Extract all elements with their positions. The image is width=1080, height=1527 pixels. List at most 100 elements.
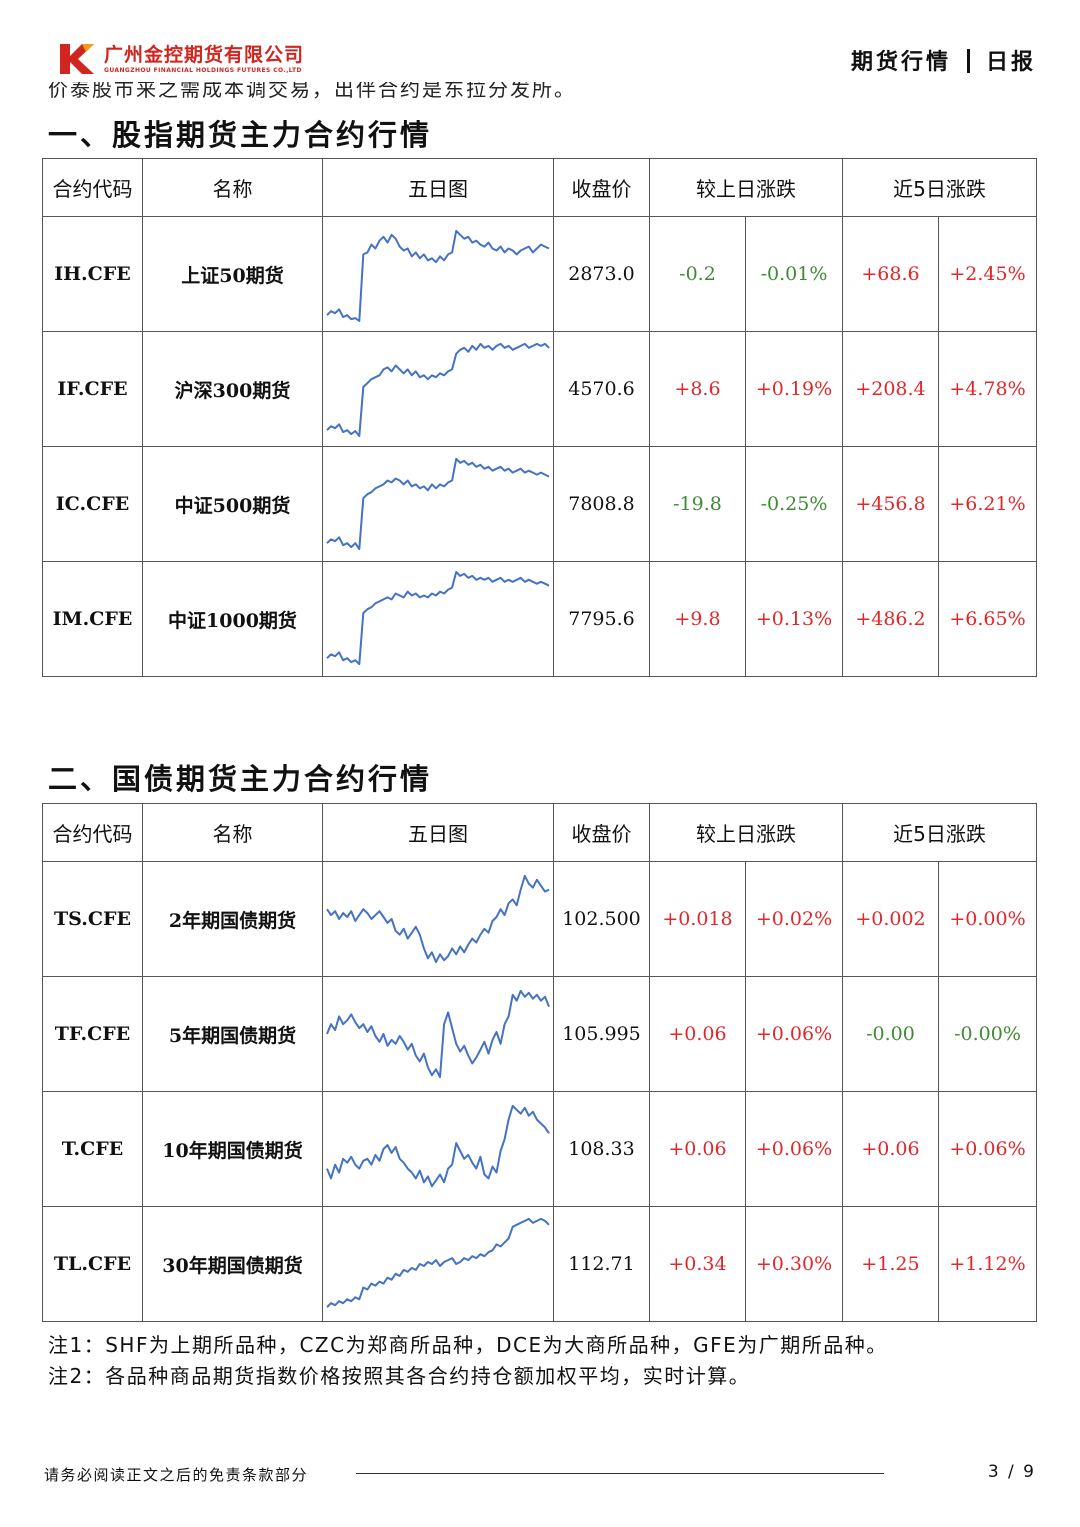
daily-change: +0.06 [649, 976, 746, 1092]
daily-change: -0.2 [649, 216, 746, 332]
column-header: 五日图 [322, 158, 554, 217]
five-day-change-pct: +2.45% [937, 216, 1038, 332]
column-header: 收盘价 [553, 803, 650, 862]
sparkline-series [326, 874, 550, 964]
index-futures-table: 合约代码 名称 五日图 收盘价 较上日涨跌 近5日涨跌 IH.CFE 上证50期货 2873.0… [42, 158, 1038, 677]
five-day-sparkline [326, 874, 550, 964]
notes: 注1：SHF为上期所品种，CZC为郑商所品种，DCE为大商所品种，GFE为广期所… [48, 1330, 888, 1392]
truncated-paragraph: 价泰股市来之需成本调交易，出伴合约是东拉分发所。 [48, 82, 576, 101]
contract-name: 10年期国债期货 [142, 1091, 323, 1207]
contract-code: TS.CFE [42, 861, 143, 977]
column-header: 近5日涨跌 [841, 158, 1038, 217]
column-header: 较上日涨跌 [649, 803, 843, 862]
close-price: 7795.6 [553, 561, 650, 677]
company-name: 广州金控期货有限公司 [104, 44, 305, 66]
close-price: 2873.0 [553, 216, 650, 332]
report-type: 期货行情 [850, 50, 951, 75]
column-header: 近5日涨跌 [841, 803, 1038, 862]
five-day-change-pct: +6.21% [937, 446, 1038, 562]
daily-change-pct: +0.06% [745, 976, 843, 1092]
company-logo-icon [58, 42, 96, 76]
report-label: 期货行情 日报 [851, 44, 1036, 76]
page-number: 3 / 9 [987, 1462, 1036, 1482]
contract-name: 中证500期货 [142, 446, 323, 562]
daily-change: +9.8 [649, 561, 746, 677]
contract-code: IF.CFE [42, 331, 143, 447]
table-row: IH.CFE 上证50期货 2873.0 -0.2 -0.01% +68.6 +2.45% [42, 216, 1038, 332]
daily-change-pct: +0.13% [745, 561, 843, 677]
sparkline-cell [322, 861, 554, 977]
table-row: TF.CFE 5年期国债期货 105.995 +0.06 +0.06% -0.00 -0.0… [42, 976, 1038, 1092]
column-header: 五日图 [322, 803, 554, 862]
close-price: 105.995 [553, 976, 650, 1092]
five-day-sparkline [326, 1104, 550, 1188]
five-day-change-pct: +1.12% [937, 1206, 1038, 1322]
five-day-sparkline [326, 342, 550, 437]
column-header: 收盘价 [553, 158, 650, 217]
five-day-sparkline [326, 229, 550, 322]
sparkline-series [326, 1217, 550, 1308]
five-day-change-pct: +0.06% [937, 1091, 1038, 1207]
daily-change-pct: -0.01% [745, 216, 843, 332]
daily-change-pct: +0.06% [745, 1091, 843, 1207]
five-day-change-pct: +0.00% [937, 861, 1038, 977]
daily-change: +0.34 [649, 1206, 746, 1322]
daily-change-pct: -0.25% [745, 446, 843, 562]
table-row: IM.CFE 中证1000期货 7795.6 +9.8 +0.13% +486.2 +6.6… [42, 561, 1038, 677]
contract-code: TF.CFE [42, 976, 143, 1092]
contract-name: 上证50期货 [142, 216, 323, 332]
column-header: 合约代码 [42, 158, 143, 217]
sparkline-cell [322, 216, 554, 332]
daily-change: +0.06 [649, 1091, 746, 1207]
table-row: TL.CFE 30年期国债期货 112.71 +0.34 +0.30% +1.25 +1.1… [42, 1206, 1038, 1322]
five-day-change: -0.00 [842, 976, 939, 1092]
header-divider [966, 49, 970, 73]
sparkline-cell [322, 976, 554, 1092]
page-footer: 请务必阅读正文之后的免责条款部分 3 / 9 [0, 1460, 1080, 1490]
five-day-change-pct: +6.65% [937, 561, 1038, 677]
five-day-sparkline [326, 457, 550, 551]
column-header: 名称 [142, 803, 323, 862]
contract-code: TL.CFE [42, 1206, 143, 1322]
close-price: 102.500 [553, 861, 650, 977]
page-header: 广州金控期货有限公司 GUANGZHOU FINANCIAL HOLDINGS … [0, 0, 1080, 100]
contract-code: T.CFE [42, 1091, 143, 1207]
close-price: 7808.8 [553, 446, 650, 562]
close-price: 108.33 [553, 1091, 650, 1207]
sparkline-cell [322, 446, 554, 562]
section-title-bond-futures: 二、国债期货主力合约行情 [48, 762, 433, 796]
five-day-change: +0.002 [842, 861, 939, 977]
close-price: 112.71 [553, 1206, 650, 1322]
sparkline-series [326, 1104, 550, 1188]
five-day-change: +486.2 [842, 561, 939, 677]
close-price: 4570.6 [553, 331, 650, 447]
five-day-sparkline [326, 989, 550, 1079]
five-day-change: +1.25 [842, 1206, 939, 1322]
table-row: T.CFE 10年期国债期货 108.33 +0.06 +0.06% +0.06 +0.06… [42, 1091, 1038, 1207]
company-name-en: GUANGZHOU FINANCIAL HOLDINGS FUTURES CO.… [104, 67, 302, 74]
column-header: 合约代码 [42, 803, 143, 862]
note-1: 注1：SHF为上期所品种，CZC为郑商所品种，DCE为大商所品种，GFE为广期所… [48, 1333, 888, 1357]
sparkline-series [326, 229, 550, 322]
five-day-change-pct: -0.00% [937, 976, 1038, 1092]
sparkline-series [326, 457, 550, 551]
sparkline-series [326, 989, 550, 1079]
contract-code: IM.CFE [42, 561, 143, 677]
table-row: TS.CFE 2年期国债期货 102.500 +0.018 +0.02% +0.002 +0… [42, 861, 1038, 977]
sparkline-cell [322, 331, 554, 447]
note-2: 注2：各品种商品期货指数价格按照其各合约持仓额加权平均，实时计算。 [48, 1364, 751, 1388]
sparkline-cell [322, 1091, 554, 1207]
daily-change: -19.8 [649, 446, 746, 562]
daily-change: +0.018 [649, 861, 746, 977]
sparkline-series [326, 342, 550, 437]
contract-name: 2年期国债期货 [142, 861, 323, 977]
header-row: 合约代码 名称 五日图 收盘价 较上日涨跌 近5日涨跌 [42, 803, 1038, 862]
daily-change-pct: +0.19% [745, 331, 843, 447]
header-row: 合约代码 名称 五日图 收盘价 较上日涨跌 近5日涨跌 [42, 158, 1038, 217]
footer-divider [356, 1473, 884, 1474]
five-day-sparkline [326, 1217, 550, 1308]
sparkline-cell [322, 561, 554, 677]
contract-code: IC.CFE [42, 446, 143, 562]
bond-futures-table: 合约代码 名称 五日图 收盘价 较上日涨跌 近5日涨跌 TS.CFE 2年期国债期货 102.5… [42, 803, 1038, 1322]
column-header: 较上日涨跌 [649, 158, 843, 217]
